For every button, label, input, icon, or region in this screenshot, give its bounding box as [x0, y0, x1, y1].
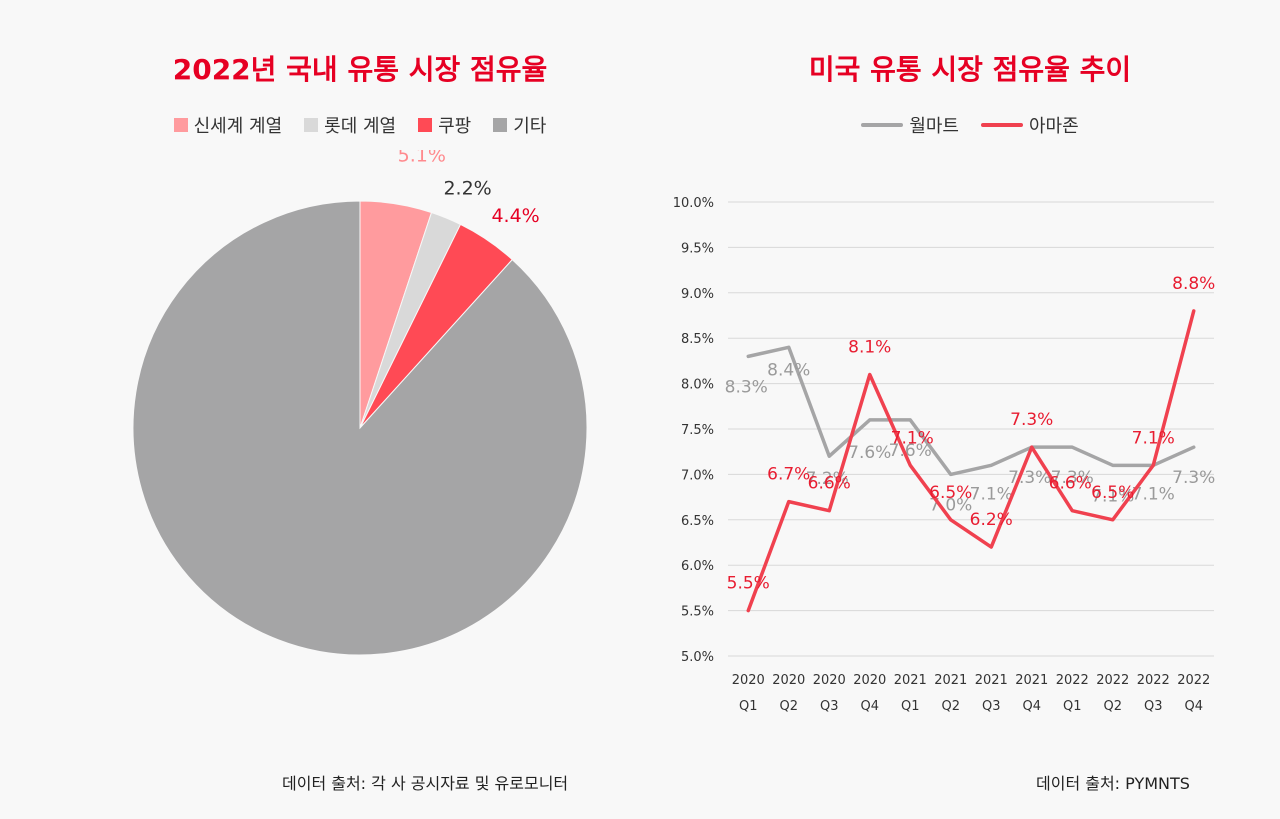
data-label: 6.6% — [808, 474, 851, 494]
pie-data-label: 2.2% — [443, 177, 491, 199]
legend-swatch — [173, 118, 188, 132]
data-label: 8.1% — [848, 338, 891, 358]
pie-legend-item: 쿠팡 — [418, 112, 471, 138]
x-tick-year: 2021 — [894, 673, 927, 688]
legend-label: 롯데 계열 — [324, 116, 397, 137]
data-label: 7.1% — [1091, 486, 1134, 506]
x-tick-quarter: Q2 — [941, 699, 960, 714]
pie-data-label: 5.1% — [398, 150, 446, 166]
legend-label: 월마트 — [909, 116, 959, 137]
y-tick-label: 9.5% — [681, 241, 714, 256]
data-label: 8.8% — [1172, 274, 1215, 294]
legend-label: 기타 — [513, 116, 547, 137]
x-tick-year: 2020 — [732, 673, 765, 688]
x-tick-quarter: Q4 — [1022, 699, 1041, 714]
pie-source-note: 데이터 출처: 각 사 공시자료 및 유로모니터 — [282, 774, 569, 793]
data-label: 7.1% — [1132, 428, 1175, 448]
y-tick-label: 7.5% — [681, 423, 714, 438]
x-tick-quarter: Q1 — [739, 699, 758, 714]
legend-swatch — [493, 118, 508, 132]
x-tick-year: 2022 — [1137, 673, 1170, 688]
data-label: 8.4% — [767, 360, 810, 380]
data-label: 7.1% — [891, 428, 934, 448]
x-tick-quarter: Q2 — [1103, 699, 1122, 714]
x-tick-year: 2021 — [934, 673, 967, 688]
y-tick-label: 9.0% — [681, 287, 714, 302]
domestic-share-panel: 2022년 국내 유통 시장 점유율 신세계 계열 롯데 계열 쿠팡 기타 5.1% 2… — [0, 53, 720, 793]
data-label: 7.0% — [929, 495, 972, 515]
pie-data-label: 4.4% — [491, 205, 539, 227]
y-tick-label: 10.0% — [673, 196, 714, 211]
us-share-panel: 미국 유통 시장 점유율 추이 월마트 아마존 5.0% 5.5% 6.0% 6.5% 7… — [660, 0, 1280, 819]
x-tick-year: 2021 — [975, 673, 1008, 688]
x-tick-quarter: Q3 — [820, 699, 839, 714]
data-label: 6.5% — [1091, 483, 1134, 503]
pie-slice — [132, 200, 588, 656]
data-label: 7.6% — [848, 443, 891, 463]
series-line — [746, 345, 1196, 477]
legend-label: 아마존 — [1029, 116, 1079, 137]
line-source-note: 데이터 출처: PYMNTS — [1036, 774, 1190, 793]
x-tick-year: 2020 — [772, 673, 805, 688]
pie-chart: 5.1% 2.2%4.4% — [132, 150, 588, 656]
data-label: 7.3% — [1051, 468, 1094, 488]
x-tick-year: 2022 — [1096, 673, 1129, 688]
x-tick-quarter: Q1 — [1063, 699, 1082, 714]
x-tick-quarter: Q4 — [1184, 699, 1203, 714]
legend-line-swatch — [861, 123, 904, 127]
data-label: 8.3% — [725, 377, 768, 397]
data-label: 7.6% — [889, 441, 932, 461]
data-label: 7.3% — [1172, 468, 1215, 488]
x-tick-quarter: Q4 — [860, 699, 879, 714]
x-tick-quarter: Q2 — [779, 699, 798, 714]
legend-line-swatch — [981, 123, 1023, 127]
legend-label: 신세계 계열 — [193, 116, 283, 137]
pie-legend-item: 롯데 계열 — [304, 112, 396, 138]
y-tick-label: 6.5% — [681, 514, 714, 529]
series-line — [746, 309, 1196, 613]
legend-swatch — [304, 118, 319, 132]
data-label: 5.5% — [727, 574, 770, 594]
x-tick-year: 2022 — [1056, 673, 1089, 688]
data-label: 7.1% — [1132, 484, 1175, 504]
x-tick-year: 2020 — [813, 673, 846, 688]
x-tick-quarter: Q3 — [1144, 699, 1163, 714]
data-label: 6.7% — [767, 465, 810, 485]
line-chart: 5.0%5.5%6.0%6.5%7.0%7.5%8.0%8.5%9.0%9.5%… — [673, 196, 1216, 714]
x-tick-quarter: Q3 — [982, 699, 1001, 714]
pie-chart-title: 2022년 국내 유통 시장 점유율 — [172, 53, 548, 86]
pie-legend-item: 기타 — [493, 112, 546, 138]
pie-legend: 신세계 계열 롯데 계열 쿠팡 기타 — [0, 112, 720, 138]
y-tick-label: 8.0% — [681, 378, 714, 393]
pie-legend-item: 신세계 계열 — [173, 112, 283, 138]
x-tick-year: 2020 — [853, 673, 886, 688]
legend-swatch — [418, 118, 433, 132]
y-tick-label: 5.5% — [681, 605, 714, 620]
y-tick-label: 6.0% — [681, 559, 714, 574]
line-legend: 월마트 아마존 — [660, 112, 1280, 138]
y-tick-label: 5.0% — [681, 650, 714, 665]
data-label: 6.5% — [929, 483, 972, 503]
y-tick-label: 8.5% — [681, 332, 714, 347]
data-label: 6.6% — [1049, 474, 1092, 494]
y-tick-label: 7.0% — [681, 468, 714, 483]
legend-label: 쿠팡 — [438, 116, 472, 137]
data-label: 6.2% — [970, 510, 1013, 530]
data-label: 7.3% — [1010, 410, 1053, 430]
line-legend-item: 아마존 — [981, 112, 1079, 138]
x-tick-year: 2021 — [1015, 673, 1048, 688]
x-tick-quarter: Q1 — [901, 699, 920, 714]
x-tick-year: 2022 — [1177, 673, 1210, 688]
data-label: 7.1% — [970, 484, 1013, 504]
line-legend-item: 월마트 — [861, 112, 959, 138]
line-chart-title: 미국 유통 시장 점유율 추이 — [808, 53, 1132, 86]
